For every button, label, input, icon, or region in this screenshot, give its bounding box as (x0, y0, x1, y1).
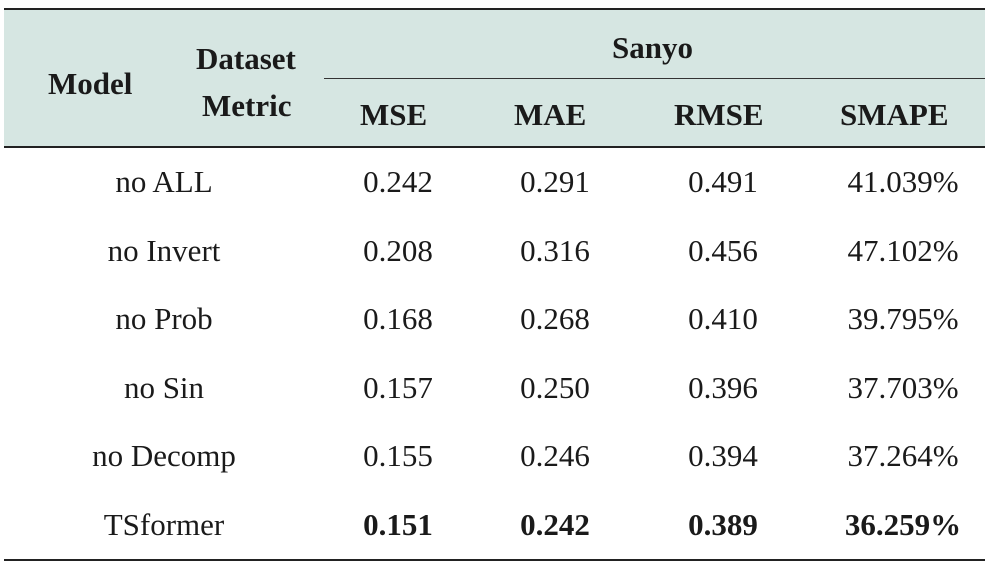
mse-cell: 0.151 (363, 506, 433, 542)
mae-cell: 0.316 (520, 232, 590, 268)
table-row: no Decomp 0.155 0.246 0.394 37.264% (4, 422, 985, 491)
rmse-cell: 0.456 (688, 232, 758, 268)
results-table: Model Dataset Metric Sanyo MSE MAE RMSE … (4, 8, 985, 561)
group-header-sanyo: Sanyo (612, 30, 693, 65)
table-row: no ALL 0.242 0.291 0.491 41.039% (4, 148, 985, 217)
rmse-cell: 0.396 (688, 369, 758, 405)
mae-cell: 0.291 (520, 164, 590, 200)
row-model-cell: no Decomp (92, 438, 236, 474)
rmse-cell: 0.491 (688, 164, 758, 200)
dataset-header: Dataset (196, 41, 296, 76)
table-body: no ALL 0.242 0.291 0.491 41.039% no Inve… (4, 148, 985, 559)
rmse-cell: 0.389 (688, 506, 758, 542)
mse-cell: 0.168 (363, 301, 433, 337)
metric-header: Metric (202, 88, 292, 123)
row-model-cell: no Sin (123, 369, 205, 405)
table-row: no Sin 0.157 0.250 0.396 37.703% (4, 354, 985, 423)
table-header: Model Dataset Metric Sanyo MSE MAE RMSE … (4, 8, 985, 148)
model-header: Model (48, 66, 133, 101)
col-header-smape: SMAPE (840, 97, 949, 132)
smape-cell: 47.102% (847, 232, 959, 268)
mae-cell: 0.246 (520, 438, 590, 474)
rmse-cell: 0.394 (688, 438, 758, 474)
table-row-best: TSformer 0.151 0.242 0.389 36.259% (4, 491, 985, 560)
mae-cell: 0.268 (520, 301, 590, 337)
smape-cell: 36.259% (844, 506, 962, 542)
mae-cell: 0.242 (520, 506, 590, 542)
row-model-cell: TSformer (103, 506, 225, 542)
mae-cell: 0.250 (520, 369, 590, 405)
row-model-cell: no ALL (115, 164, 213, 200)
mse-cell: 0.242 (363, 164, 433, 200)
table-bottom-rule (4, 559, 985, 561)
smape-cell: 41.039% (847, 164, 959, 200)
col-header-mae: MAE (514, 97, 587, 132)
row-model-cell: no Prob (115, 301, 213, 337)
col-header-rmse: RMSE (674, 97, 764, 132)
mse-cell: 0.155 (363, 438, 433, 474)
col-header-mse: MSE (360, 97, 428, 132)
group-header-rule (324, 78, 985, 79)
row-model-cell: no Invert (107, 232, 221, 268)
mse-cell: 0.157 (363, 369, 433, 405)
smape-cell: 37.264% (847, 438, 959, 474)
table-row: no Prob 0.168 0.268 0.410 39.795% (4, 285, 985, 354)
smape-cell: 39.795% (847, 301, 959, 337)
rmse-cell: 0.410 (688, 301, 758, 337)
smape-cell: 37.703% (847, 369, 959, 405)
table-row: no Invert 0.208 0.316 0.456 47.102% (4, 217, 985, 286)
mse-cell: 0.208 (363, 232, 433, 268)
